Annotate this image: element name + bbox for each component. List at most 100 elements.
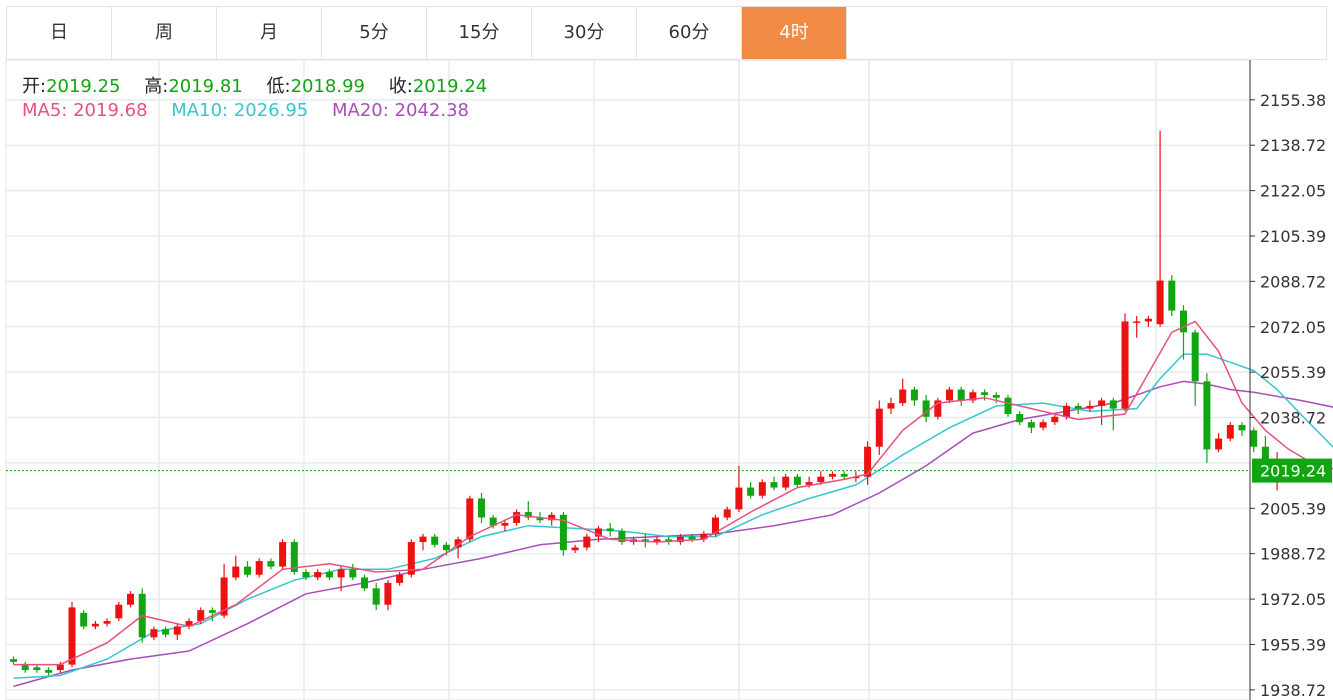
candle-73 xyxy=(864,441,872,485)
candle-body xyxy=(396,574,404,583)
candle-body xyxy=(852,476,860,479)
candle-body xyxy=(1098,400,1106,406)
tab-6[interactable]: 60分 xyxy=(637,7,742,59)
ma5-value: 2019.68 xyxy=(73,100,148,121)
high-value: 2019.81 xyxy=(168,76,243,97)
candle-48 xyxy=(571,544,579,553)
candle-body xyxy=(793,476,801,485)
candle-body xyxy=(641,539,649,543)
candle-body xyxy=(723,509,731,518)
candle-body xyxy=(1203,381,1211,450)
candle-body xyxy=(1063,405,1070,417)
y-axis: 2155.38 2138.72 2122.05 2105.39 2088.72 2072.… xyxy=(1249,60,1326,700)
candle-9 xyxy=(115,601,123,622)
candle-body xyxy=(899,389,907,404)
candle-body xyxy=(361,577,368,589)
tab-1[interactable]: 周 xyxy=(112,7,217,59)
candle-65 xyxy=(770,476,778,491)
candle-body xyxy=(138,593,146,638)
candle-body xyxy=(419,536,427,543)
candle-body xyxy=(758,482,766,496)
y-tick-label-10: 1972.05 xyxy=(1260,590,1326,609)
candle-6 xyxy=(80,610,88,630)
candle-body xyxy=(290,542,298,572)
tab-7[interactable]: 4时 xyxy=(742,7,847,59)
candle-body xyxy=(817,476,825,483)
candle-body xyxy=(68,607,76,665)
candle-38 xyxy=(454,536,462,559)
period-tabs: 日周月 5分 15分 30分 60分 4时 xyxy=(6,6,847,60)
low-label: 低: xyxy=(266,76,291,97)
candle-66 xyxy=(782,473,790,491)
candle-40 xyxy=(478,493,485,523)
candle-58 xyxy=(688,533,696,543)
candle-body xyxy=(805,482,813,485)
candle-body xyxy=(665,539,673,543)
candle-body xyxy=(910,389,918,401)
candle-96 xyxy=(1133,316,1141,338)
candle-94 xyxy=(1109,397,1117,431)
ohlc-legend: 开:2019.25 高:2019.81 低:2018.99 收:2019.24 xyxy=(22,72,505,98)
candle-body xyxy=(466,498,474,540)
candle-81 xyxy=(957,386,965,406)
candle-body xyxy=(267,561,275,567)
tab-4[interactable]: 15分 xyxy=(427,7,532,59)
candle-103 xyxy=(1215,433,1223,453)
candle-body xyxy=(688,536,696,540)
candle-108 xyxy=(1273,452,1281,491)
candle-body xyxy=(431,536,439,545)
ma-legend: MA5: 2019.68 MA10: 2026.95 MA20: 2042.38 xyxy=(22,100,487,121)
candle-2 xyxy=(33,664,41,673)
candle-23 xyxy=(279,539,287,570)
candle-body xyxy=(185,621,193,627)
candle-19 xyxy=(232,555,240,581)
candle-body xyxy=(548,514,556,521)
tab-5[interactable]: 30分 xyxy=(532,7,637,59)
candle-body xyxy=(1109,400,1117,409)
y-tick-label-6: 2055.39 xyxy=(1260,363,1326,382)
candle-88 xyxy=(1039,419,1047,431)
candle-body xyxy=(747,487,755,496)
candle-32 xyxy=(384,580,392,611)
candle-body xyxy=(934,400,942,417)
candle-body xyxy=(712,517,719,534)
tab-0[interactable]: 日 xyxy=(7,7,112,59)
candle-101 xyxy=(1191,329,1199,406)
ma20-label: MA20: xyxy=(332,100,389,121)
candle-29 xyxy=(349,563,357,581)
candle-body xyxy=(1238,424,1246,431)
candle-body xyxy=(56,664,64,671)
close-label: 收: xyxy=(388,76,413,97)
y-tick-label-1: 2138.72 xyxy=(1260,136,1326,155)
y-tick-label-0: 2155.38 xyxy=(1260,91,1326,110)
plot-border xyxy=(5,59,1251,700)
candle-body xyxy=(1133,321,1141,323)
candle-body xyxy=(442,544,450,551)
candle-body xyxy=(735,487,743,510)
candle-body xyxy=(922,400,930,417)
candle-body xyxy=(1004,397,1012,415)
candle-59 xyxy=(700,531,708,543)
candle-body xyxy=(571,547,579,551)
tab-2[interactable]: 月 xyxy=(217,7,322,59)
candle-body xyxy=(255,561,263,575)
candle-62 xyxy=(735,465,743,513)
candle-30 xyxy=(361,574,368,592)
candle-53 xyxy=(630,536,638,545)
candle-body xyxy=(1027,422,1035,428)
candle-95 xyxy=(1121,313,1129,412)
candle-20 xyxy=(244,561,251,578)
tab-3[interactable]: 5分 xyxy=(322,7,427,59)
low-value: 2018.99 xyxy=(290,76,366,97)
ma10-label: MA10: xyxy=(171,100,229,121)
candle-body xyxy=(232,566,240,578)
candle-body xyxy=(1016,414,1024,423)
candle-body xyxy=(957,389,965,401)
candle-47 xyxy=(559,512,567,556)
candles xyxy=(10,130,1293,676)
open-value: 2019.25 xyxy=(46,76,121,97)
candle-body xyxy=(1051,416,1059,423)
candle-body xyxy=(407,542,415,575)
candle-10 xyxy=(127,591,134,608)
candle-body xyxy=(676,536,684,543)
